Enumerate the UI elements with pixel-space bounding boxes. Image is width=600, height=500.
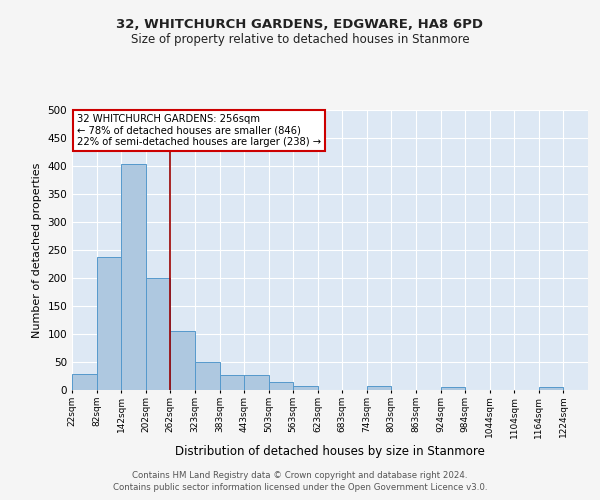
Text: 32 WHITCHURCH GARDENS: 256sqm
← 78% of detached houses are smaller (846)
22% of : 32 WHITCHURCH GARDENS: 256sqm ← 78% of d… — [77, 114, 321, 148]
Text: Size of property relative to detached houses in Stanmore: Size of property relative to detached ho… — [131, 32, 469, 46]
Bar — [367, 386, 391, 390]
Bar — [97, 256, 121, 390]
Bar — [146, 278, 170, 390]
X-axis label: Distribution of detached houses by size in Stanmore: Distribution of detached houses by size … — [175, 444, 485, 458]
Bar — [539, 387, 563, 390]
Text: Contains HM Land Registry data © Crown copyright and database right 2024.
Contai: Contains HM Land Registry data © Crown c… — [113, 471, 487, 492]
Bar — [293, 386, 318, 390]
Text: 32, WHITCHURCH GARDENS, EDGWARE, HA8 6PD: 32, WHITCHURCH GARDENS, EDGWARE, HA8 6PD — [116, 18, 484, 30]
Bar — [269, 382, 293, 390]
Bar — [121, 164, 146, 390]
Y-axis label: Number of detached properties: Number of detached properties — [32, 162, 42, 338]
Bar — [441, 387, 466, 390]
Bar — [244, 376, 269, 390]
Bar — [170, 330, 195, 390]
Bar — [195, 362, 220, 390]
Bar — [220, 376, 244, 390]
Bar — [72, 374, 97, 390]
